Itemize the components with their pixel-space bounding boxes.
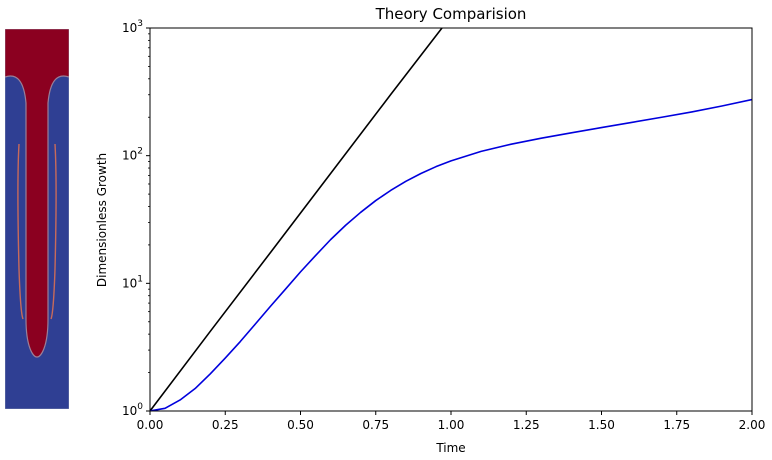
simulation-spike-left bbox=[17, 143, 24, 320]
plot-frame bbox=[149, 27, 753, 412]
y-axis: 100 101 102 103 bbox=[122, 19, 150, 418]
chart-title: Theory Comparision bbox=[375, 5, 527, 23]
y-tick-label: 103 bbox=[122, 19, 143, 35]
simulation-snapshot bbox=[5, 29, 69, 409]
y-tick-label: 100 bbox=[122, 402, 143, 418]
y-axis-label: Dimensionless Growth bbox=[95, 153, 109, 287]
y-tick-label: 102 bbox=[122, 147, 143, 163]
simulation-interface-outline bbox=[5, 75, 69, 358]
series-theory-line bbox=[150, 28, 443, 411]
y-tick-label: 101 bbox=[122, 274, 143, 290]
x-tick-label: 0.75 bbox=[362, 418, 389, 432]
x-tick-label: 0.25 bbox=[212, 418, 239, 432]
x-tick-label: 1.75 bbox=[663, 418, 690, 432]
x-tick-label: 0.50 bbox=[287, 418, 314, 432]
series-simulation-line bbox=[150, 98, 752, 411]
x-tick-label: 1.25 bbox=[513, 418, 540, 432]
series-layer bbox=[150, 28, 752, 411]
x-axis: 0.00 0.25 0.50 0.75 1.00 1.25 1.50 1.75 2.00 bbox=[137, 411, 766, 432]
x-axis-label: Time bbox=[435, 441, 465, 455]
x-tick-label: 1.50 bbox=[588, 418, 615, 432]
x-tick-label: 2.00 bbox=[739, 418, 766, 432]
x-tick-label: 1.00 bbox=[438, 418, 465, 432]
simulation-spike-right bbox=[50, 143, 57, 320]
simulation-heavy-fluid bbox=[5, 29, 69, 357]
x-tick-label: 0.00 bbox=[137, 418, 164, 432]
